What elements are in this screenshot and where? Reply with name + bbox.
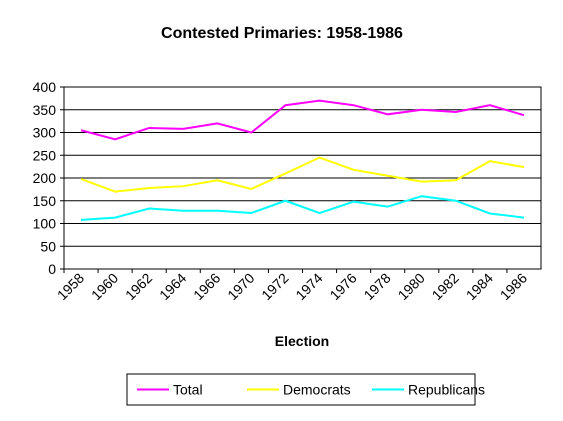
y-tick-label: 300 — [33, 125, 57, 141]
y-tick-label: 0 — [48, 261, 56, 277]
x-tick-label: 1958 — [54, 270, 87, 303]
y-tick-label: 250 — [33, 147, 57, 163]
line-series — [80, 195, 525, 221]
x-tick-label: 1964 — [156, 270, 189, 303]
y-tick-label: 100 — [33, 216, 57, 232]
legend-label: Democrats — [283, 382, 351, 398]
x-tick-label: 1984 — [463, 270, 496, 303]
x-tick-label: 1960 — [88, 270, 121, 303]
y-tick-label: 50 — [40, 238, 56, 254]
x-tick-label: 1970 — [224, 270, 257, 303]
x-tick-label: 1980 — [395, 270, 428, 303]
y-tick-label: 350 — [33, 102, 57, 118]
legend-label: Republicans — [408, 382, 485, 398]
x-tick-label: 1972 — [258, 270, 291, 303]
x-tick-label: 1966 — [190, 270, 223, 303]
x-tick-label: 1962 — [122, 270, 155, 303]
x-tick-label: 1974 — [292, 270, 325, 303]
line-series — [80, 99, 525, 141]
legend-label: Total — [173, 382, 203, 398]
x-tick-label: 1986 — [497, 270, 530, 303]
line-series — [80, 156, 525, 193]
x-tick-label: 1976 — [326, 270, 359, 303]
chart-title: Contested Primaries: 1958-1986 — [161, 25, 403, 42]
y-tick-label: 400 — [33, 79, 57, 95]
x-axis-title: Election — [275, 333, 329, 349]
x-tick-label: 1978 — [360, 270, 393, 303]
legend-box — [126, 373, 476, 406]
y-tick-label: 150 — [33, 193, 57, 209]
y-tick-label: 200 — [33, 170, 57, 186]
x-tick-label: 1982 — [429, 270, 462, 303]
